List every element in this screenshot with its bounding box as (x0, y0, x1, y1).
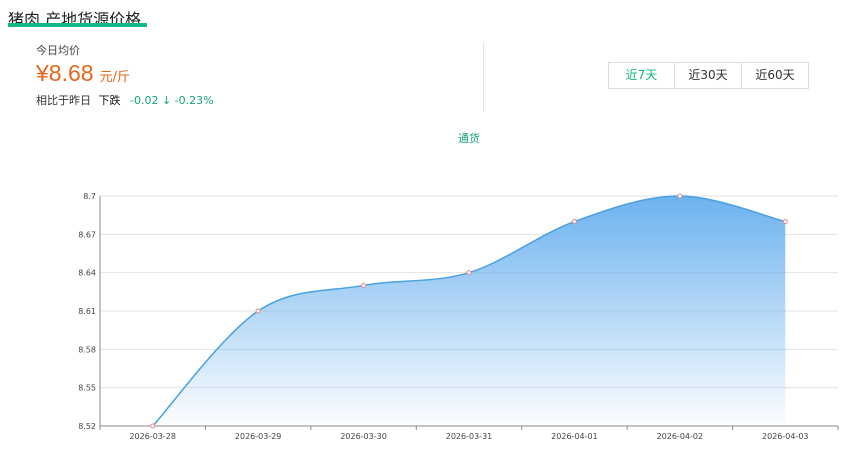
data-point (677, 193, 683, 199)
y-tick-label: 8.67 (78, 230, 96, 239)
x-tick-label: 2026-03-30 (340, 432, 387, 441)
range-tabs: 近7天 近30天 近60天 (608, 62, 809, 89)
y-tick-label: 8.55 (78, 384, 96, 393)
data-point (361, 282, 367, 288)
compare-row: 相比于昨日 下跌 -0.02 ↓ -0.23% (36, 92, 214, 108)
tab-7-days[interactable]: 近7天 (609, 63, 675, 88)
y-tick-label: 8.7 (83, 192, 96, 201)
x-tick-label: 2026-04-01 (551, 432, 598, 441)
x-tick-label: 2026-03-28 (129, 432, 176, 441)
y-tick-label: 8.61 (78, 307, 96, 316)
currency-symbol: ¥ (36, 60, 49, 86)
title-underline (8, 23, 147, 27)
data-point (571, 219, 577, 225)
y-tick-label: 8.52 (78, 422, 96, 431)
today-price-label: 今日均价 (36, 44, 80, 57)
x-tick-label: 2026-03-29 (235, 432, 282, 441)
price-row: ¥8.68 元/斤 (36, 60, 214, 87)
tab-60-days[interactable]: 近60天 (755, 68, 795, 82)
x-tick-label: 2026-03-31 (446, 432, 493, 441)
data-point (255, 308, 261, 314)
y-tick-label: 8.58 (78, 345, 96, 354)
price-unit: 元/斤 (99, 70, 130, 85)
data-point (782, 219, 788, 225)
price-panel: 今日均价 ¥8.68 元/斤 相比于昨日 下跌 -0.02 ↓ -0.23% (36, 42, 214, 108)
compare-label: 相比于昨日 (36, 94, 91, 107)
trend-word: 下跌 (98, 94, 121, 107)
y-tick-label: 8.64 (78, 269, 96, 278)
x-tick-label: 2026-04-02 (657, 432, 704, 441)
panel-divider (483, 42, 484, 112)
tab-30-days[interactable]: 近30天 (675, 63, 742, 88)
chart-legend[interactable]: 通货 (458, 132, 480, 145)
data-point (466, 270, 472, 276)
x-tick-label: 2026-04-03 (762, 432, 809, 441)
series-area (152, 196, 786, 426)
data-point (150, 423, 156, 429)
price-delta: -0.02 ↓ -0.23% (130, 94, 214, 107)
price-value: 8.68 (48, 60, 94, 86)
